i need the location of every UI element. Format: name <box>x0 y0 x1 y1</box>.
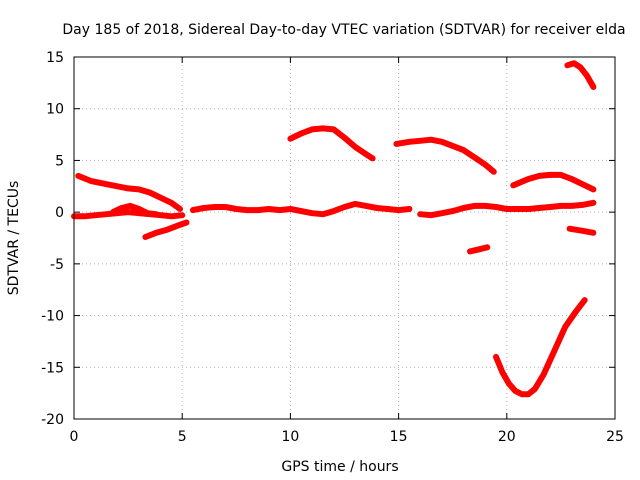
series-trace-noon-arc <box>287 125 376 162</box>
series-trace-afternoon-arc <box>393 136 497 175</box>
series-trace-early-decline <box>75 172 183 212</box>
x-tick-label: 20 <box>498 429 516 445</box>
axis-ticks <box>73 56 616 420</box>
y-tick-label: 10 <box>46 102 64 118</box>
gridlines <box>74 57 615 419</box>
y-tick-label: -10 <box>41 309 64 325</box>
series-trace-late-arc <box>510 171 597 193</box>
y-tick-label: 15 <box>46 50 64 66</box>
y-tick-labels: -20 -15 -10 -5 0 5 10 15 <box>41 50 64 428</box>
y-tick-label: -20 <box>41 412 64 428</box>
y-tick-label: 0 <box>55 205 64 221</box>
series-trace-early-rise <box>142 219 190 240</box>
series-trace-main-1 <box>71 209 186 220</box>
y-axis-label: SDTVAR / TECUs <box>6 181 22 296</box>
series-trace-main-3 <box>417 199 597 219</box>
x-tick-label: 15 <box>390 429 408 445</box>
x-tick-label: 25 <box>606 429 624 445</box>
x-axis-label: GPS time / hours <box>281 459 398 475</box>
y-tick-label: 5 <box>55 153 64 169</box>
series-layer <box>71 60 597 398</box>
series-trace-deep-valley <box>493 297 588 398</box>
series-trace-top-right <box>564 60 597 90</box>
x-tick-label: 5 <box>178 429 187 445</box>
plot-frame <box>73 56 616 420</box>
series-trace-main-2 <box>190 200 413 218</box>
x-tick-labels: 0 5 10 15 20 25 <box>70 429 624 445</box>
series-trace-dip <box>467 244 491 255</box>
x-tick-label: 10 <box>281 429 299 445</box>
y-tick-label: -15 <box>41 360 64 376</box>
series-trace-early-bump <box>110 202 160 218</box>
chart-title: Day 185 of 2018, Sidereal Day-to-day VTE… <box>62 22 625 38</box>
y-tick-label: -5 <box>50 257 64 273</box>
x-tick-label: 0 <box>70 429 79 445</box>
series-trace-small-segment <box>566 225 597 236</box>
